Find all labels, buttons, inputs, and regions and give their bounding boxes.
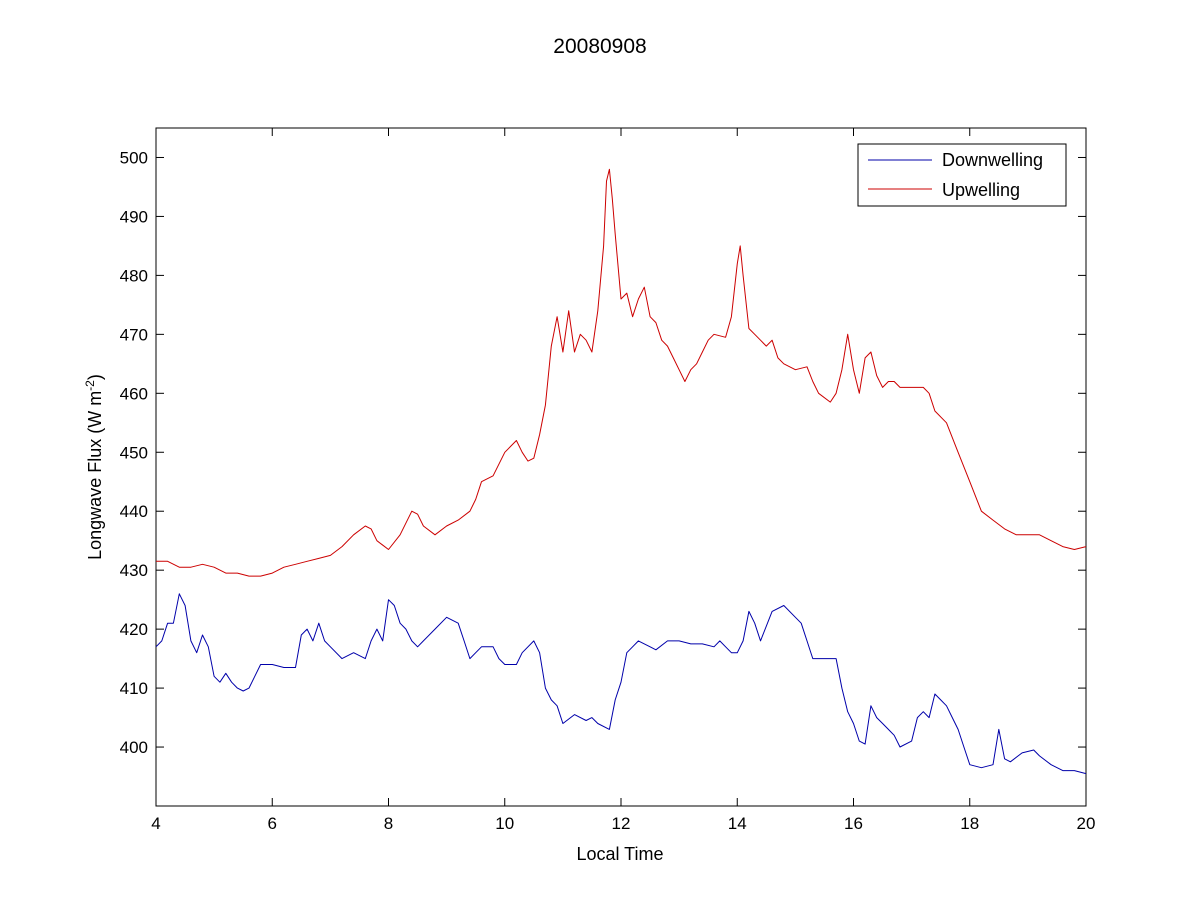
y-axis-label: Longwave Flux (W m-2)	[83, 374, 105, 560]
x-tick-label: 6	[268, 814, 277, 833]
y-tick-label: 430	[120, 561, 148, 580]
y-tick-label: 500	[120, 148, 148, 167]
x-tick-label: 20	[1077, 814, 1096, 833]
plot-area	[155, 127, 1087, 807]
series-line-upwelling	[156, 168, 1087, 577]
y-axis-label-sup: -2	[83, 380, 97, 391]
y-tick-label: 400	[120, 738, 148, 757]
legend-box	[857, 143, 1067, 207]
y-axis: 400 410 420 430 440 450 460 470 480 490 500	[120, 148, 1086, 757]
chart-title: 20080908	[553, 35, 646, 58]
x-tick-label: 16	[844, 814, 863, 833]
y-tick-label: 440	[120, 502, 148, 521]
y-axis-label-close: )	[85, 374, 105, 380]
y-tick-label: 470	[120, 325, 148, 344]
y-tick-label: 460	[120, 384, 148, 403]
y-axis-label-main: Longwave Flux (W m	[85, 391, 105, 560]
y-tick-label: 480	[120, 266, 148, 285]
y-tick-label: 450	[120, 443, 148, 462]
y-tick-label: 420	[120, 620, 148, 639]
legend: Downwelling Upwelling	[857, 143, 1067, 207]
x-tick-label: 18	[960, 814, 979, 833]
x-tick-label: 12	[612, 814, 631, 833]
series-line-downwelling	[155, 593, 1087, 775]
series-lines	[155, 168, 1087, 775]
x-tick-label: 8	[384, 814, 393, 833]
x-tick-label: 10	[495, 814, 514, 833]
x-tick-label: 14	[728, 814, 747, 833]
x-axis-label: Local Time	[576, 844, 663, 864]
y-tick-label: 490	[120, 207, 148, 226]
legend-label-downwelling: Downwelling	[942, 150, 1043, 170]
x-axis: 4 6 8 10 12 14 16 18 20	[151, 128, 1095, 833]
y-tick-label: 410	[120, 679, 148, 698]
x-tick-label: 4	[151, 814, 160, 833]
legend-label-upwelling: Upwelling	[942, 180, 1020, 200]
